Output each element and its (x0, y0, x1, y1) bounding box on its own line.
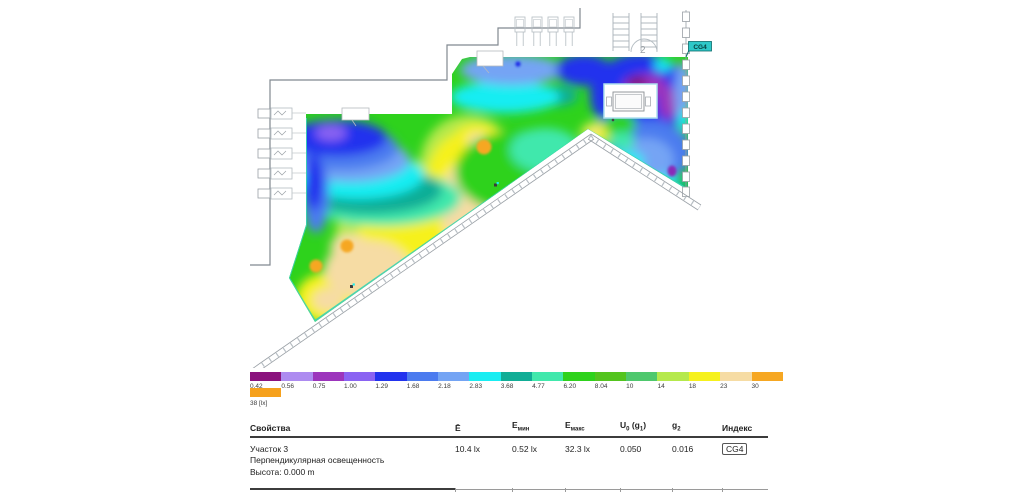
col-e-max: Eмакс (565, 420, 585, 433)
scale-segment-label: 6.20 (563, 383, 577, 390)
scale-segment: 8.04 (594, 372, 627, 390)
scale-segment: 30 (751, 372, 783, 390)
e-avg-value: 10.4 lx (455, 443, 481, 454)
stair-number: 2 (640, 45, 646, 56)
scale-segment: 4.77 (532, 372, 564, 390)
results-table-row[interactable]: Участок 3 Перпендикулярная освещенность … (250, 438, 768, 479)
scale-segment-label: 1.68 (406, 383, 420, 390)
scale-overflow-label: 38 [lx] (250, 400, 268, 407)
surface-type: Перпендикулярная освещенность (250, 455, 385, 466)
table-bottom-rule (250, 488, 768, 493)
col-e-avg: Ē (455, 422, 461, 433)
scale-segment-label: 0.42 (250, 383, 263, 390)
scale-segment: 2.83 (469, 372, 501, 390)
results-table-header: Свойства Ē Eмин Eмакс U0 (g1) g2 Индекс (250, 420, 768, 438)
scale-segment: 10 (626, 372, 658, 390)
scale-segment: 6.20 (563, 372, 595, 390)
wall-fixture-symbols (257, 107, 306, 200)
scale-segment-label: 3.68 (500, 383, 514, 390)
desk-symbols (514, 16, 575, 46)
rule-tick (672, 488, 673, 492)
scale-segment: 14 (657, 372, 689, 390)
stairs (612, 13, 658, 53)
e-max-value: 32.3 lx (565, 443, 591, 454)
index-badge[interactable]: CG4 (722, 442, 748, 455)
rule-tick (620, 488, 621, 492)
scale-segment-label: 23 (720, 383, 728, 390)
scale-segment-label: 4.77 (532, 383, 545, 390)
scale-segment-label: 10 (626, 383, 634, 390)
luminaire-marker (350, 118, 615, 288)
scale-segment: 3.68 (500, 372, 533, 390)
scale-segment-label: 8.04 (594, 383, 608, 390)
u0-value: 0.050 (620, 443, 642, 454)
scale-segment-label: 18 (688, 383, 697, 390)
illuminance-plan: 2 CG4 (250, 8, 712, 368)
col-e-min: Eмин (512, 420, 530, 433)
rule-tick (512, 488, 513, 492)
scale-segment-label: 14 (657, 383, 665, 390)
scale-segment-label: 1.29 (375, 383, 389, 390)
index-cell: CG4 (722, 442, 768, 479)
scale-segment-label: 1.00 (344, 383, 357, 390)
scale-segment-label: 30 (751, 383, 759, 390)
window-symbols (682, 11, 690, 197)
col-properties: Свойства (250, 422, 291, 433)
furniture-island-desk (603, 83, 658, 119)
false-colour-scale: 0.42 0.56 0.75 1.00 1.29 1.68 2.18 2.83 3.68 4.77… (250, 372, 783, 390)
furniture-island-small-top (476, 50, 504, 74)
railing (252, 133, 702, 368)
calc-surface-flag[interactable]: CG4 (685, 41, 712, 58)
heatmap-hotspots (309, 61, 677, 273)
rule-tick (565, 488, 566, 492)
scale-segment-label: 0.56 (281, 383, 294, 390)
scale-segment: 2.18 (438, 372, 470, 390)
scale-segment: 23 (720, 372, 752, 390)
g2-value: 0.016 (672, 443, 694, 454)
scale-segment: 1.68 (406, 372, 439, 390)
scale-segment-label: 2.18 (438, 383, 451, 390)
scale-segment: 0.42 (250, 372, 282, 390)
col-g2: g2 (672, 420, 681, 433)
rule-tick (722, 488, 723, 492)
scale-segment: 1.29 (375, 372, 407, 390)
rule-tick (455, 488, 456, 492)
scale-segment: 1.00 (344, 372, 376, 390)
col-index: Индекс (722, 422, 753, 433)
flag-label: CG4 (693, 44, 707, 51)
results-table: Свойства Ē Eмин Eмакс U0 (g1) g2 Индекс … (250, 420, 768, 478)
scale-overflow-swatch (250, 388, 281, 397)
building-outline (250, 8, 581, 266)
col-u0-g1: U0 (g1) (620, 420, 647, 433)
scale-segment: 0.75 (312, 372, 345, 390)
furniture-island-small-left (341, 107, 370, 127)
surface-height: Высота: 0.000 m (250, 466, 315, 477)
surface-name: Участок 3 (250, 443, 289, 454)
scale-segment-label: 0.75 (312, 383, 326, 390)
e-min-value: 0.52 lx (512, 443, 538, 454)
surface-properties-cell: Участок 3 Перпендикулярная освещенность … (250, 444, 455, 479)
scale-segment: 0.56 (281, 372, 313, 390)
scale-segment-label: 2.83 (469, 383, 483, 390)
scale-segment: 18 (688, 372, 721, 390)
